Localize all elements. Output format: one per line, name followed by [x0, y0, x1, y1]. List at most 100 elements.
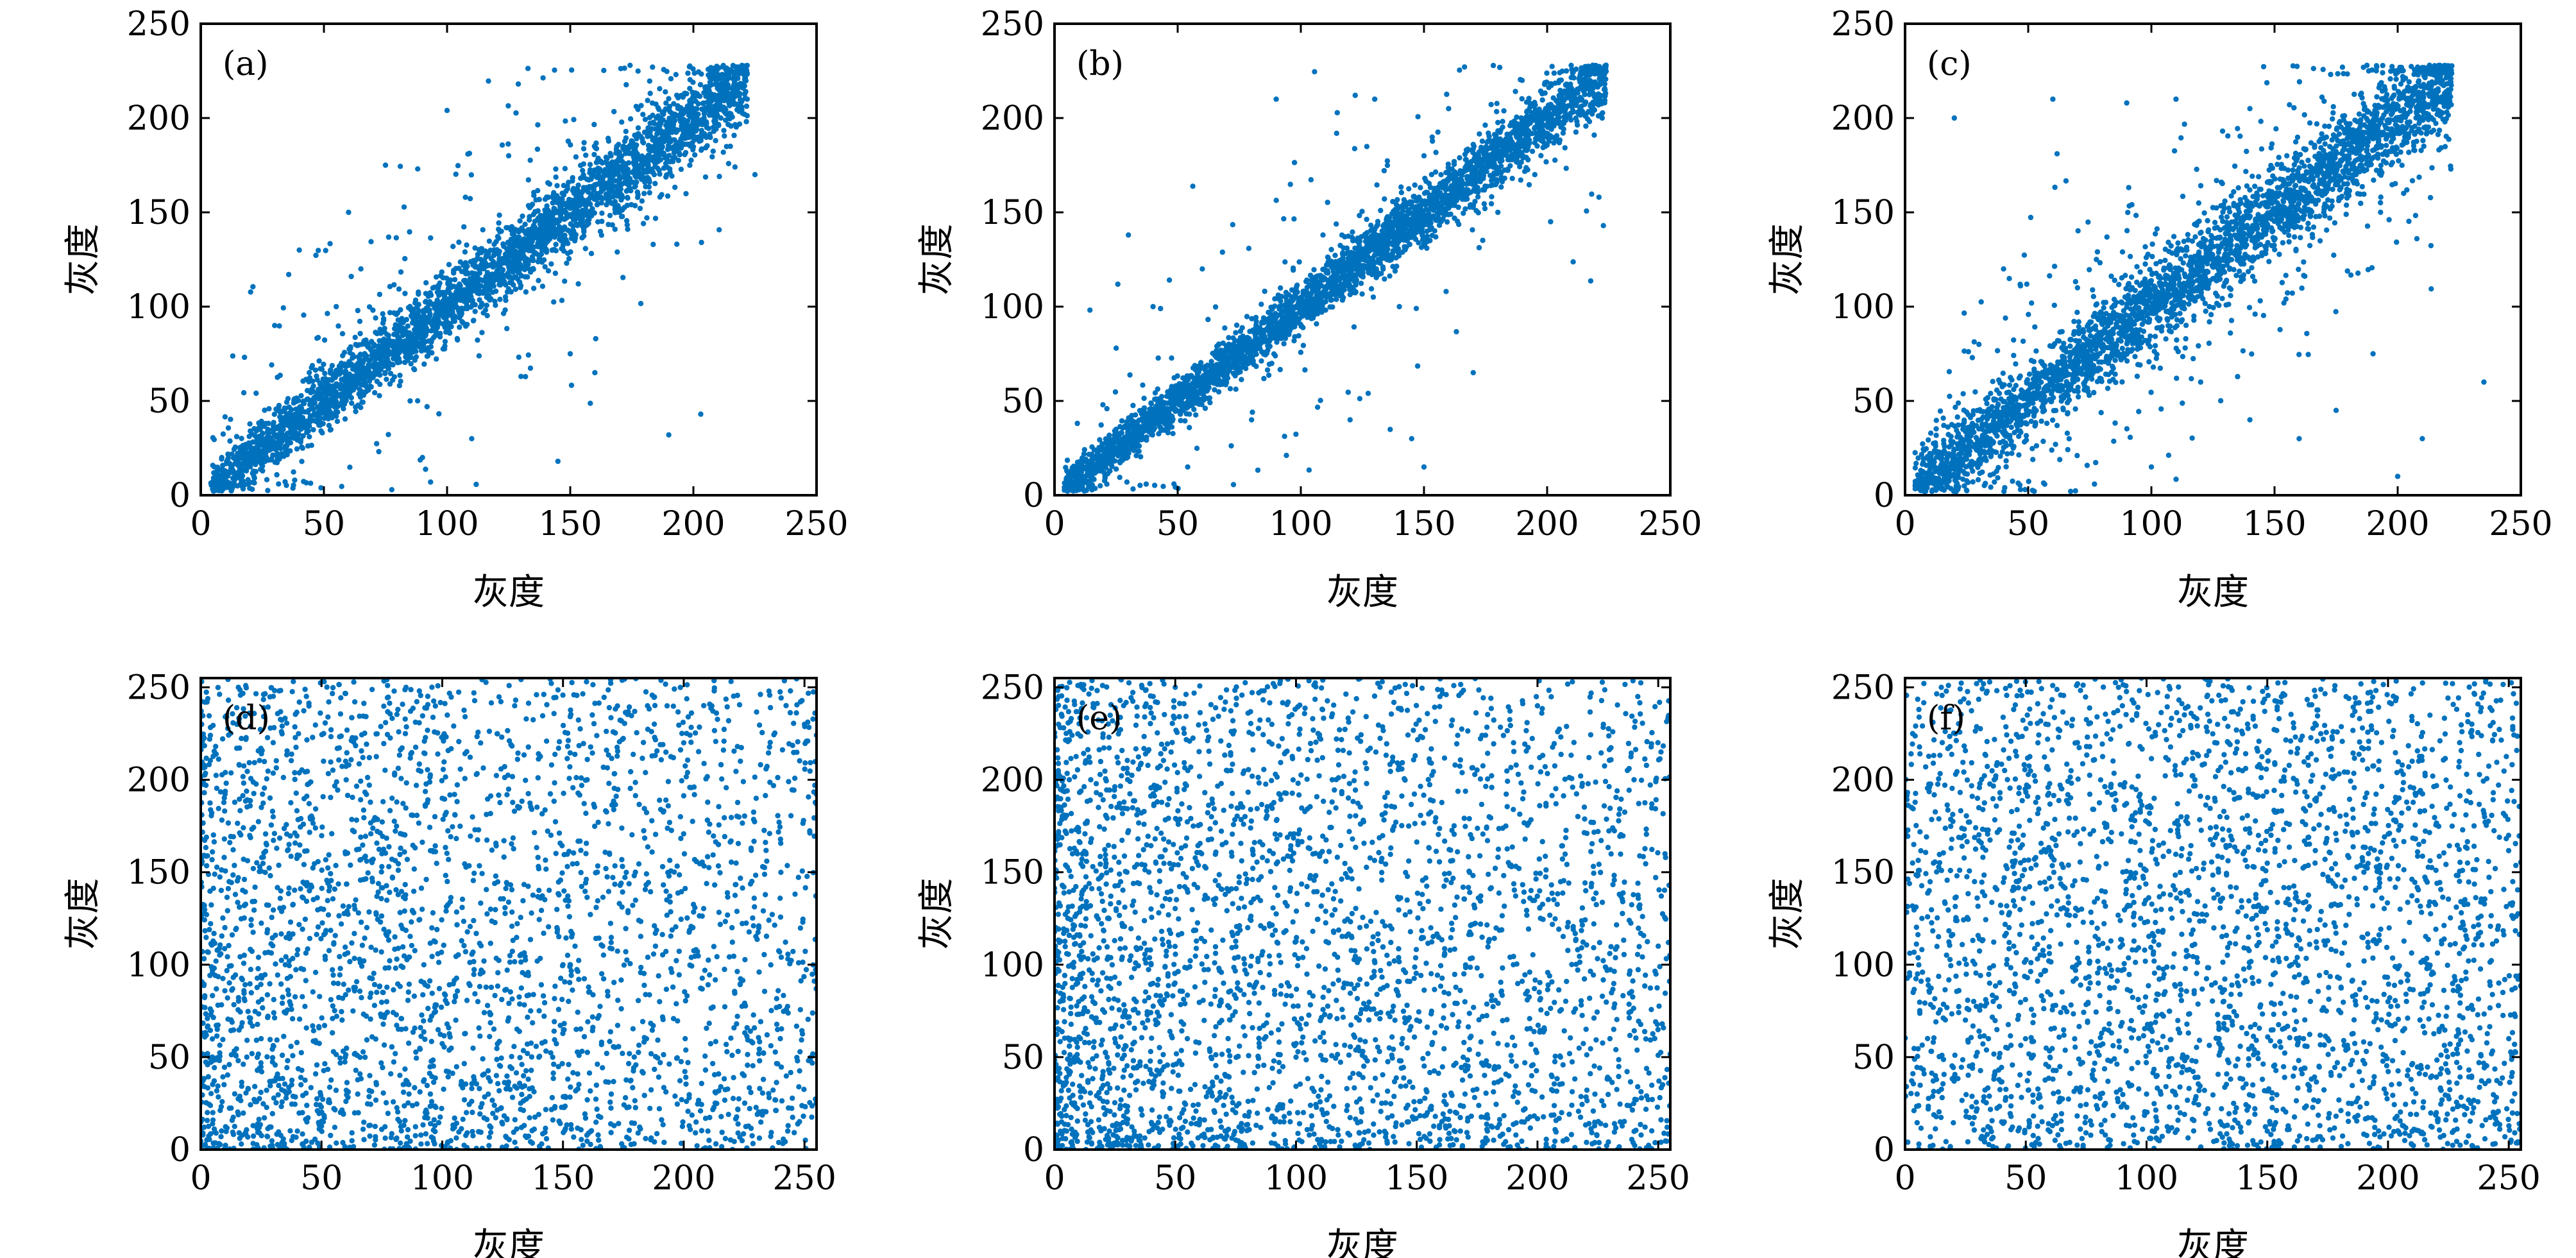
data-point	[450, 314, 455, 320]
data-point	[538, 251, 545, 257]
data-point	[1396, 303, 1402, 310]
data-point	[346, 209, 352, 216]
data-point	[598, 200, 604, 206]
data-point	[350, 355, 355, 361]
data-point	[591, 151, 597, 158]
data-point	[570, 188, 576, 194]
data-point	[264, 439, 270, 445]
data-point	[539, 284, 546, 289]
data-point	[504, 273, 510, 278]
panel-label: (a)	[223, 45, 269, 83]
data-point	[518, 285, 523, 291]
data-point	[635, 125, 641, 131]
data-point	[736, 81, 742, 87]
data-point	[477, 297, 482, 303]
data-point	[1170, 430, 1176, 436]
data-point	[536, 235, 543, 241]
data-point	[523, 373, 529, 380]
data-point	[636, 131, 641, 137]
data-point	[1438, 172, 1444, 178]
data-point	[668, 76, 674, 81]
data-point	[357, 318, 363, 325]
data-point	[455, 308, 462, 314]
data-point	[403, 317, 409, 323]
data-point	[378, 330, 384, 336]
data-point	[491, 247, 497, 253]
data-point	[691, 124, 698, 130]
data-point	[502, 307, 508, 313]
data-point	[675, 157, 682, 164]
data-point	[1273, 198, 1279, 203]
data-point	[725, 160, 732, 167]
data-point	[654, 151, 660, 158]
data-point	[672, 127, 677, 133]
data-point	[744, 113, 750, 119]
data-point	[588, 251, 595, 257]
data-point	[407, 398, 413, 404]
data-point	[1546, 139, 1552, 144]
data-point	[360, 399, 366, 405]
data-point	[387, 381, 393, 387]
data-point	[592, 173, 598, 179]
data-point	[330, 389, 335, 395]
data-point	[229, 451, 235, 457]
data-point	[225, 425, 232, 431]
data-point	[284, 411, 290, 417]
data-point	[284, 399, 290, 405]
data-point	[281, 423, 287, 429]
data-point	[666, 96, 672, 101]
data-point	[525, 65, 531, 71]
data-point	[587, 167, 593, 173]
data-point	[652, 216, 659, 221]
data-point	[1526, 182, 1532, 188]
data-point	[731, 132, 737, 139]
data-point	[627, 116, 634, 122]
data-point	[575, 182, 581, 188]
data-point	[1409, 436, 1414, 441]
data-point	[597, 166, 603, 172]
data-point	[631, 162, 638, 167]
data-point	[570, 174, 575, 181]
data-point	[472, 287, 479, 294]
data-point	[452, 276, 458, 283]
data-point	[643, 169, 649, 175]
data-point	[372, 390, 378, 396]
data-point	[479, 250, 484, 255]
data-point	[577, 220, 584, 226]
data-point	[687, 162, 693, 168]
data-point	[355, 307, 360, 314]
data-point	[264, 477, 270, 482]
data-point	[678, 136, 684, 142]
data-point	[543, 241, 548, 247]
data-point	[484, 302, 489, 309]
data-point	[395, 360, 401, 366]
data-point	[442, 325, 448, 330]
data-point	[1359, 208, 1365, 214]
data-point	[718, 88, 724, 94]
data-point	[496, 220, 502, 226]
data-point	[497, 229, 503, 235]
data-point	[260, 468, 266, 474]
data-point	[248, 289, 253, 295]
data-point	[232, 461, 238, 466]
data-point	[648, 126, 655, 132]
data-point	[334, 303, 339, 310]
data-point	[691, 137, 697, 143]
data-point	[603, 194, 609, 201]
data-point	[345, 371, 351, 377]
data-point	[634, 179, 640, 185]
data-point	[578, 196, 584, 201]
data-point	[329, 362, 335, 369]
data-point	[639, 198, 645, 204]
data-point	[598, 158, 604, 164]
data-point	[414, 343, 419, 349]
data-point	[561, 248, 567, 254]
data-point	[250, 284, 256, 290]
data-point	[377, 338, 382, 344]
data-point	[1591, 132, 1597, 138]
data-point	[1141, 395, 1147, 402]
data-point	[241, 390, 247, 396]
data-point	[671, 101, 677, 106]
data-point	[442, 339, 448, 344]
data-point	[531, 189, 537, 196]
